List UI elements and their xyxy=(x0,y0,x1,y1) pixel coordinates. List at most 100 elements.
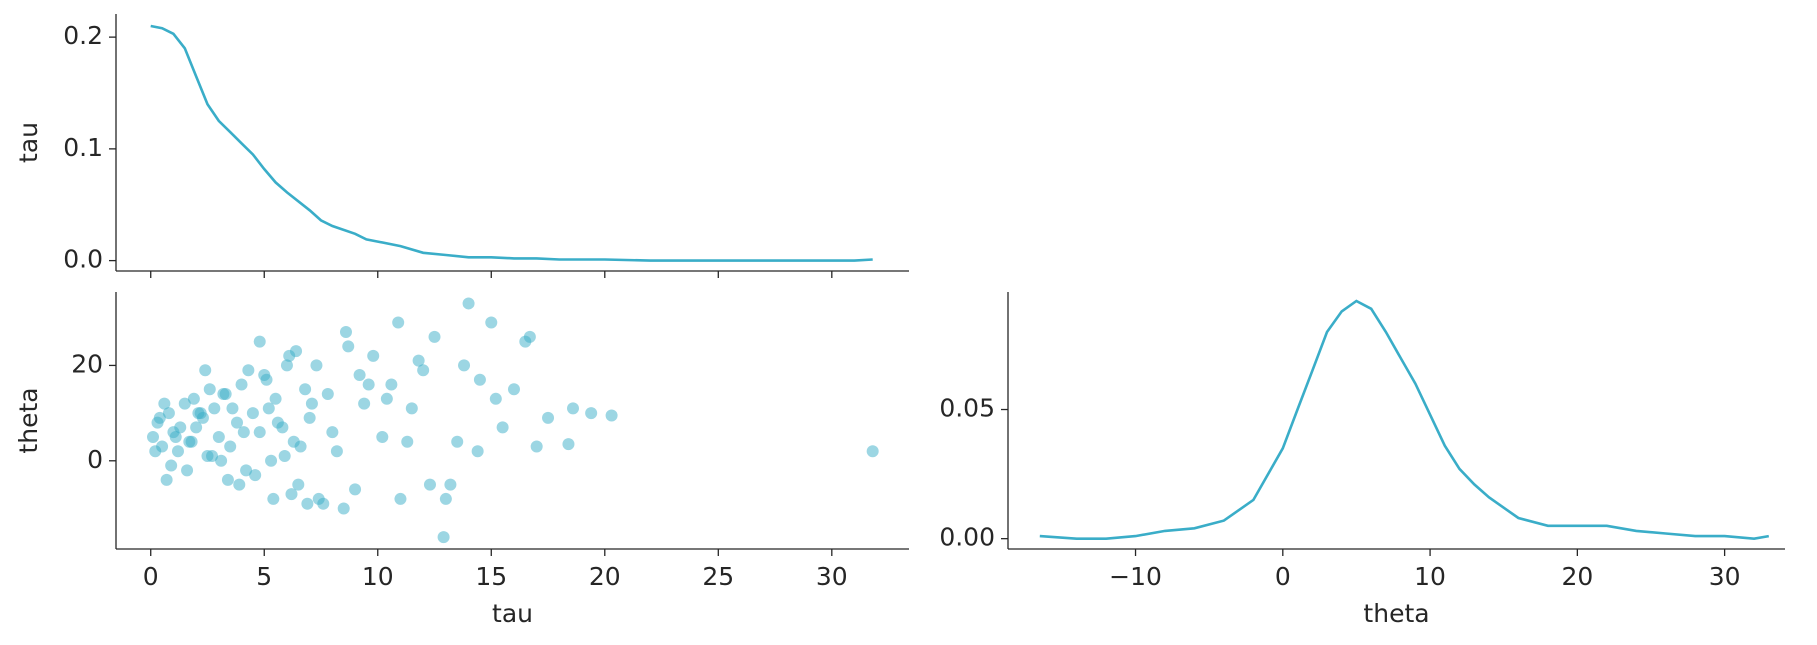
y-tick-label: 0.0 xyxy=(63,245,103,274)
scatter-point xyxy=(235,378,248,391)
scatter-point xyxy=(178,397,191,410)
y-tick-label: 0.05 xyxy=(939,394,995,423)
scatter-point xyxy=(362,378,375,391)
scatter-point xyxy=(358,397,371,410)
scatter-point xyxy=(260,373,273,386)
scatter-point xyxy=(507,383,520,396)
scatter-point xyxy=(339,326,352,339)
scatter-point xyxy=(153,411,166,424)
scatter-point xyxy=(269,392,282,405)
scatter-point xyxy=(530,440,543,453)
scatter-point xyxy=(206,450,219,463)
scatter-point xyxy=(199,364,212,377)
scatter-point xyxy=(473,373,486,386)
scatter-point xyxy=(458,359,471,372)
x-tick-label: 30 xyxy=(1709,562,1741,591)
scatter-point xyxy=(203,383,216,396)
x-tick-label: 25 xyxy=(702,562,734,591)
scatter-point xyxy=(439,492,452,505)
scatter-point xyxy=(187,392,200,405)
scatter-point xyxy=(212,430,225,443)
scatter-point xyxy=(542,411,555,424)
scatter-point xyxy=(392,316,405,329)
scatter-point xyxy=(585,407,598,420)
scatter-point xyxy=(246,407,259,420)
scatter-point xyxy=(208,402,221,415)
scatter-point xyxy=(866,445,879,458)
y-tick-label: 20 xyxy=(71,349,103,378)
scatter-point xyxy=(471,445,484,458)
scatter-point xyxy=(451,435,464,448)
scatter-point xyxy=(321,388,334,401)
density-line xyxy=(150,24,873,262)
scatter-point xyxy=(489,392,502,405)
scatter-point xyxy=(385,378,398,391)
scatter-point xyxy=(240,464,253,477)
scatter-point xyxy=(312,492,325,505)
y-tick-label: 0.00 xyxy=(939,523,995,552)
scatter-point xyxy=(292,478,305,491)
scatter-point xyxy=(190,421,203,434)
x-tick-label: 20 xyxy=(1561,562,1593,591)
scatter-point xyxy=(158,397,171,410)
scatter-point xyxy=(562,438,575,451)
scatter-point xyxy=(285,488,298,501)
scatter-point xyxy=(496,421,509,434)
scatter-point xyxy=(303,411,316,424)
x-tick-label: 5 xyxy=(256,562,272,591)
scatter-point xyxy=(305,397,318,410)
y-axis-label: tau xyxy=(14,122,43,163)
scatter-point xyxy=(160,473,173,486)
scatter-point xyxy=(171,445,184,458)
scatter-point xyxy=(271,416,284,429)
scatter-point xyxy=(353,368,366,381)
y-tick-label: 0 xyxy=(87,445,103,474)
scatter-point xyxy=(417,364,430,377)
scatter-point xyxy=(147,430,160,443)
scatter-point xyxy=(162,407,175,420)
scatter-point xyxy=(310,359,323,372)
scatter-point xyxy=(242,364,255,377)
scatter-point xyxy=(444,478,457,491)
y-tick-label: 0.2 xyxy=(63,21,103,50)
scatter-point xyxy=(376,430,389,443)
scatter-point xyxy=(262,402,275,415)
scatter-point xyxy=(174,421,187,434)
scatter-point xyxy=(462,297,475,310)
scatter-point xyxy=(485,316,498,329)
x-tick-label: 10 xyxy=(362,562,394,591)
scatter-point xyxy=(249,469,262,482)
scatter-point xyxy=(523,330,536,343)
y-axis-label: theta xyxy=(14,387,43,453)
scatter-point xyxy=(294,440,307,453)
scatter-point xyxy=(605,409,618,422)
x-tick-label: 0 xyxy=(1275,562,1291,591)
scatter-point xyxy=(330,445,343,458)
x-tick-label: 10 xyxy=(1414,562,1446,591)
scatter-point xyxy=(301,497,314,510)
scatter-point xyxy=(165,459,178,472)
scatter-point xyxy=(253,335,266,348)
scatter-point xyxy=(412,354,425,367)
scatter-point xyxy=(233,478,246,491)
density-line xyxy=(1039,299,1770,541)
scatter-point xyxy=(278,450,291,463)
scatter-point xyxy=(326,426,339,439)
scatter-point xyxy=(217,388,230,401)
scatter-point xyxy=(428,330,441,343)
scatter-point xyxy=(237,426,250,439)
scatter-point xyxy=(226,402,239,415)
scatter-point xyxy=(231,416,244,429)
scatter-point xyxy=(221,473,234,486)
x-tick-label: 0 xyxy=(143,562,159,591)
scatter-point xyxy=(367,349,380,362)
scatter-point xyxy=(265,454,278,467)
scatter-point xyxy=(567,402,580,415)
scatter-point xyxy=(224,440,237,453)
scatter-point xyxy=(405,402,418,415)
scatter-point xyxy=(299,383,312,396)
scatter-point xyxy=(169,430,182,443)
scatter-point xyxy=(194,407,207,420)
scatter-point xyxy=(253,426,266,439)
